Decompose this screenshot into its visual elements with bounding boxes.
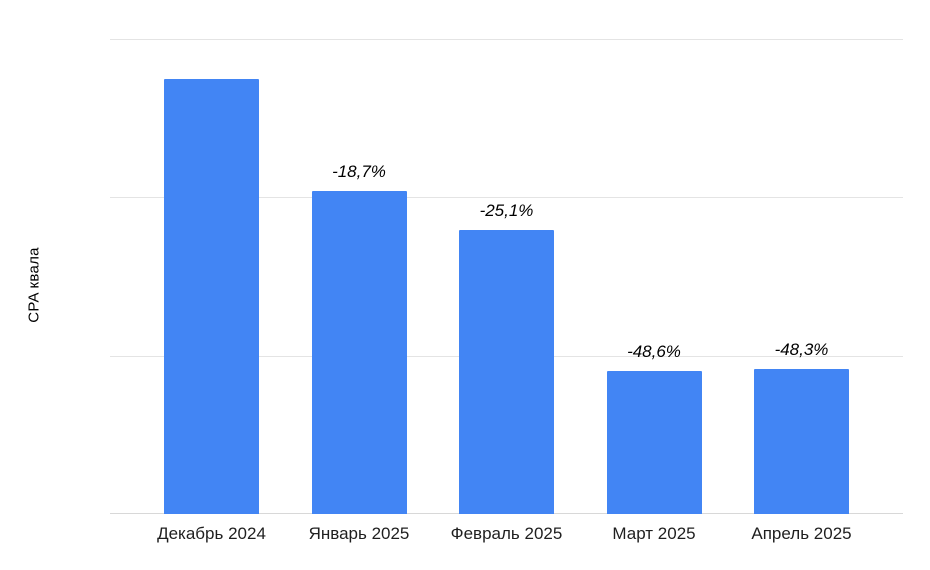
bar <box>311 191 407 514</box>
x-axis-label: Апрель 2025 <box>751 524 852 543</box>
bars-row: -18,7% -25,1% -48,6% -48,3% <box>110 39 903 514</box>
gridline <box>110 39 903 40</box>
plot-area: -18,7% -25,1% -48,6% -48,3% <box>110 39 903 514</box>
bar <box>459 229 554 514</box>
bar-value-label: -48,6% <box>627 341 681 361</box>
bar-value-label: -25,1% <box>479 200 534 220</box>
x-axis-label: Январь 2025 <box>308 524 410 543</box>
x-axis-label: Декабрь 2024 <box>157 524 266 543</box>
bar-slot <box>138 39 286 514</box>
bar-value-label: -48,3% <box>774 339 829 359</box>
bar-slot: -48,3% <box>728 39 876 514</box>
bar <box>754 368 849 514</box>
bar-slot: -48,6% <box>580 39 728 514</box>
y-axis-title: CPA квала <box>25 247 43 323</box>
x-axis-label: Март 2025 <box>612 524 696 543</box>
bar-slot: -18,7% <box>285 39 433 514</box>
bar <box>164 79 259 514</box>
x-axis-labels: Декабрь 2024 Январь 2025 Февраль 2025 Март … <box>110 514 903 544</box>
bar <box>606 370 702 514</box>
bar-value-label: -18,7% <box>332 162 386 182</box>
x-axis-label: Февраль 2025 <box>450 524 563 543</box>
gridline <box>110 197 903 198</box>
bar-slot: -25,1% <box>433 39 581 514</box>
